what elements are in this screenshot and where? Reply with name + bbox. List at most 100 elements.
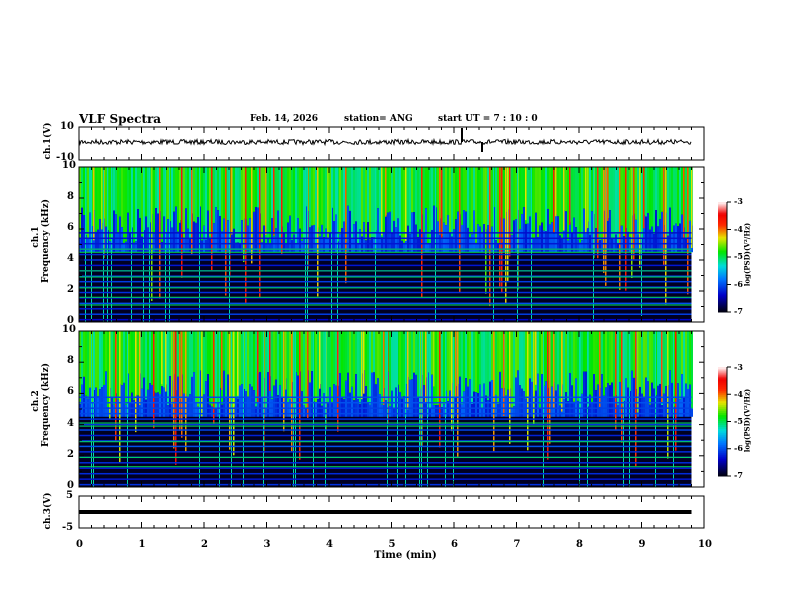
ch2-spectrogram-column	[279, 331, 281, 386]
ch2-spectrogram-band	[79, 451, 692, 453]
ch2-spectrogram-column	[567, 331, 569, 402]
cb1-tick: -5	[734, 251, 743, 261]
x-tick-label: 5	[388, 539, 396, 550]
ch1-spectrogram-column	[683, 227, 685, 253]
ch1-spectrogram-band	[79, 302, 692, 305]
ch2-spectrogram-column	[467, 386, 469, 417]
ch2-spectrogram-band	[79, 423, 692, 426]
ch1-spectrogram-column	[173, 167, 175, 212]
ch2-spectrogram-column	[487, 331, 489, 401]
ch2-spectrogram-column	[513, 331, 515, 407]
ch1-spectrogram-column	[275, 167, 277, 229]
ch2-spectrogram-column	[209, 331, 211, 405]
colorbar-1-cell	[718, 260, 727, 263]
colorbar-2-cell	[718, 452, 727, 455]
ch1-spectrogram-column	[359, 167, 361, 230]
ch1-spectrogram-column	[163, 167, 165, 217]
ch1-spectrogram-column	[89, 167, 91, 213]
ch2-spectrogram-column	[103, 331, 105, 385]
ch1-spectrogram-column	[177, 231, 179, 253]
ch2-spectrogram-column	[559, 405, 561, 417]
ch1-spectrogram-column	[301, 167, 303, 241]
ch2-spectrogram-column	[195, 331, 197, 404]
ch2-spectrogram-column	[235, 331, 237, 398]
colorbar-2-cell	[718, 402, 727, 406]
ch1-spectrogram-column	[477, 167, 479, 225]
ch2-spectrogram-column	[471, 404, 473, 417]
ch1-spectrogram-burst	[605, 167, 607, 286]
ch2-spectrogram-column	[113, 331, 115, 405]
ch1-spectrogram-burst	[501, 167, 503, 293]
ch2-freq-label: Frequency (kHz)	[41, 362, 51, 447]
ch1-spectrogram-column	[613, 238, 615, 253]
colorbar-2-cell	[718, 472, 727, 475]
ch1-spectrogram-sferic	[111, 167, 112, 322]
ch2-spectrogram-burst	[179, 331, 181, 431]
ch1-spectrogram-burst	[489, 167, 491, 307]
ch1-spectrogram-column	[197, 217, 199, 253]
ch1-spectrogram-column	[591, 167, 593, 212]
ch1-spectrogram-column	[119, 216, 121, 253]
ch2-spectrogram-column	[311, 331, 313, 372]
ch1-spectrogram-column	[681, 167, 683, 215]
ch2-spectrogram-burst	[171, 331, 173, 405]
ch1-spectrogram-column	[399, 167, 401, 236]
ch1-spectrogram-column	[573, 167, 575, 218]
ch1-spectrogram-burst	[209, 167, 211, 236]
ch1-spectrogram-column	[121, 167, 123, 228]
colorbar-2-cell	[718, 390, 727, 394]
ch1-spectrogram-column	[495, 240, 497, 253]
ch1-spectrogram-column	[611, 167, 613, 240]
ch2-spectrogram-band	[79, 434, 692, 437]
ch1-spectrogram-column	[431, 229, 433, 253]
ch1-spectrogram-band	[79, 237, 692, 240]
colorbar-2-cell	[718, 422, 727, 425]
ch1-spectrogram-column	[469, 237, 471, 253]
ch1-spectrogram-column	[133, 242, 135, 253]
ch2-spectrogram-column	[677, 383, 679, 417]
ch1-spectrogram-column	[449, 233, 451, 253]
colorbar-1-cell	[718, 282, 727, 285]
ch2-spectrogram-sferic	[419, 331, 420, 487]
x-tick-label: 10	[698, 539, 712, 550]
ch1-spectrogram-column	[193, 167, 195, 222]
ch2-spectrogram-column	[339, 373, 341, 417]
ch1-ytick: 10	[60, 121, 74, 132]
ch2-spectrogram-column	[617, 331, 619, 405]
ch1-spectrogram-burst	[553, 167, 555, 233]
ch2-spectrogram-burst	[153, 331, 155, 429]
ch1-spectrogram-column	[183, 237, 185, 253]
colorbar-2-cell	[718, 394, 727, 398]
ch1-spectrogram-column	[551, 222, 553, 253]
ch2-spectrogram-sferic	[199, 331, 200, 487]
colorbar-2-cell	[718, 438, 727, 441]
ch1-spectrogram-burst	[441, 167, 443, 240]
ch2-spectrogram-column	[665, 331, 667, 387]
ch1-spectrogram-column	[83, 167, 85, 216]
ch1-spectrogram-sferic	[91, 167, 92, 322]
ch2-spectrogram-column	[149, 383, 151, 417]
ch2-spectrogram-band	[79, 401, 692, 404]
ch1-spectrogram-column	[689, 220, 691, 253]
ch1-spectrogram-sferic	[169, 167, 170, 322]
ch2-spectrogram-column	[79, 331, 81, 405]
ch1-spectrogram-column	[629, 237, 631, 253]
ch2-spectrogram-column	[531, 331, 533, 382]
ch1-spectrogram-column	[513, 220, 515, 253]
ch1-spectrogram-column	[455, 167, 457, 220]
ch1-spectrogram-column	[543, 230, 545, 253]
ch2-spectrogram-column	[515, 331, 517, 378]
ch1-spectrogram-column	[365, 240, 367, 253]
ch2-spectrogram-column	[535, 390, 537, 417]
ch1-spectrogram-column	[333, 221, 335, 253]
colorbar-1-cell	[718, 300, 727, 303]
ch1-spectrogram-column	[203, 167, 205, 226]
colorbar-2-cell	[718, 372, 727, 376]
ch2-spectrogram-column	[259, 331, 261, 373]
colorbar-2-cell	[718, 374, 727, 378]
ch1-spectrogram-sferic	[337, 167, 338, 322]
ch1-spectrogram-column	[581, 167, 583, 241]
ch2-spectrogram-column	[433, 405, 435, 417]
ch2-spectrogram-burst	[173, 331, 175, 449]
ch2-spectrogram-column	[289, 331, 291, 400]
